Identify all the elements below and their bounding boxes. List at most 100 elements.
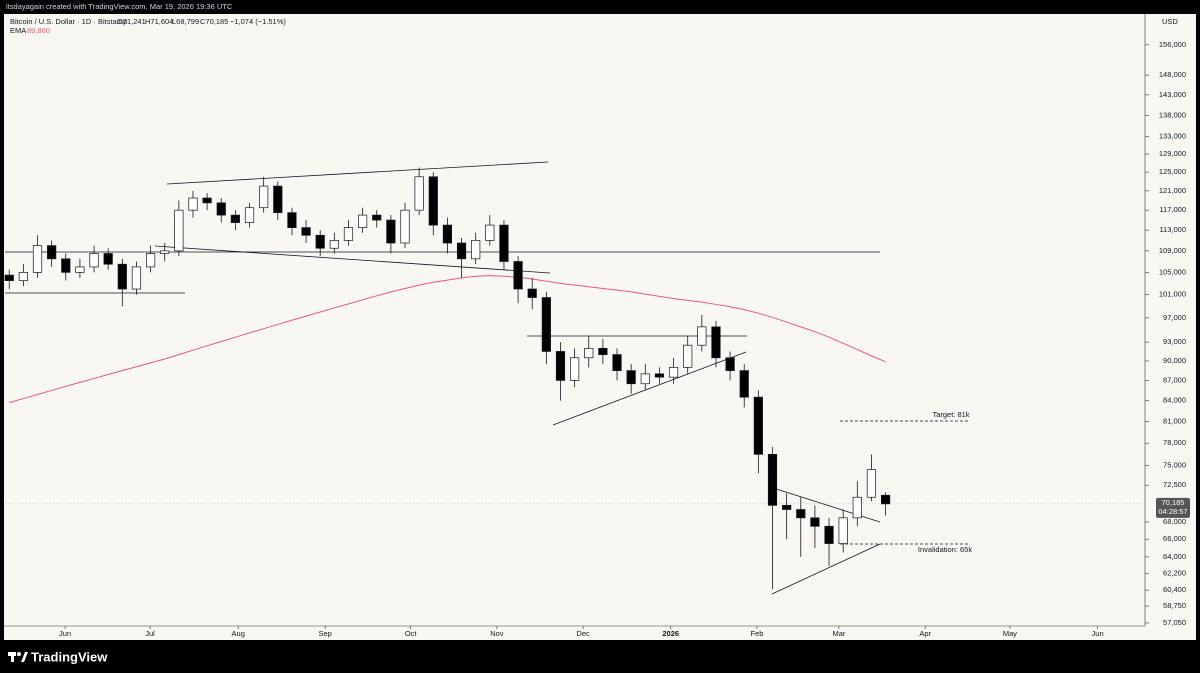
plot: 156,000 148,000 143,000 138,000 133,000 129,0… — [4, 40, 1190, 638]
y-tick-label: 93,000 — [1163, 337, 1186, 346]
candle-body — [739, 370, 749, 398]
y-tick-label: 57,050 — [1163, 618, 1186, 627]
ohlc-change: −1,074 (−1.51%) — [230, 17, 286, 26]
candle-body — [442, 224, 453, 244]
candle-body — [315, 234, 325, 249]
ema-name: EMA — [10, 26, 26, 35]
y-tick-label: 138,000 — [1159, 110, 1186, 119]
x-tick-label: May — [1003, 629, 1017, 638]
candle-body — [230, 214, 240, 223]
trend-line — [154, 245, 551, 274]
candle-body — [103, 253, 113, 265]
footer — [4, 640, 1196, 673]
y-tick-label: 60,400 — [1163, 585, 1186, 594]
candle-body — [174, 209, 184, 252]
candle-body — [145, 253, 156, 268]
x-tick-label: Nov — [490, 629, 504, 638]
y-tick-label: 81,000 — [1163, 416, 1186, 425]
candle-body — [32, 245, 43, 273]
x-tick-label: Apr — [919, 629, 931, 638]
y-tick-label: 58,750 — [1163, 601, 1186, 610]
candle-body — [117, 263, 127, 290]
candle-body — [838, 517, 848, 544]
candle-body — [287, 212, 297, 228]
y-tick-label: 90,000 — [1163, 356, 1186, 365]
y-tick-label: 109,000 — [1159, 246, 1186, 255]
brand-logo — [8, 652, 28, 662]
logo-part — [21, 652, 28, 662]
x-tick-label: Aug — [232, 629, 245, 638]
candle-body — [668, 367, 679, 378]
candle-body — [329, 240, 339, 249]
candle-body — [598, 347, 608, 355]
y-tick-label: 72,500 — [1163, 480, 1186, 489]
candle-body — [810, 517, 820, 527]
candle-body — [866, 469, 877, 498]
x-tick-label: Dec — [576, 629, 590, 638]
y-tick-label: 133,000 — [1159, 131, 1186, 140]
y-tick-label: 148,000 — [1159, 70, 1186, 79]
candle-body — [372, 214, 382, 221]
y-tick-label: 66,000 — [1163, 534, 1186, 543]
candle-body — [47, 245, 57, 260]
candle-body — [471, 240, 481, 260]
candle-body — [640, 373, 650, 385]
candle-body — [160, 250, 170, 254]
chart-area — [4, 14, 1196, 640]
candle-body — [753, 396, 763, 455]
ema-line — [9, 275, 886, 404]
candle-body — [428, 176, 438, 226]
x-tick-label: Jun — [59, 629, 71, 638]
x-tick-label: Jul — [145, 629, 155, 638]
logo-part — [17, 652, 21, 656]
candle-body — [612, 354, 622, 371]
candle-body — [358, 214, 368, 228]
candle-body — [89, 253, 99, 268]
y-tick-label: 129,000 — [1159, 149, 1186, 158]
candle-body — [626, 370, 636, 385]
y-tick-label: 64,000 — [1163, 552, 1186, 561]
logo-part — [11, 652, 14, 662]
candle-body — [131, 266, 142, 290]
candle-body — [259, 185, 269, 209]
brand: TradingView — [31, 649, 108, 664]
y-tick-label: 117,000 — [1159, 205, 1186, 214]
candle-body — [796, 509, 806, 519]
last-price-tag — [1156, 497, 1190, 518]
y-tick-label: 84,000 — [1163, 396, 1186, 405]
y-tick-label: 101,000 — [1159, 290, 1186, 299]
y-tick-label: 125,000 — [1159, 167, 1186, 176]
candle-body — [683, 344, 693, 368]
candle-body — [61, 258, 71, 273]
y-tick-label: 78,000 — [1163, 438, 1186, 447]
candle-body — [880, 494, 891, 505]
candle-body — [654, 373, 665, 378]
candle-body — [541, 297, 551, 352]
x-tick-label: Sep — [318, 629, 331, 638]
x-tick-label: 2026 — [662, 629, 679, 638]
candle-body — [767, 453, 778, 506]
candle-body — [273, 185, 283, 213]
ohlc-high: H71,604 — [145, 17, 173, 26]
candle-body — [343, 227, 354, 241]
ohlc-close: C70,185 — [200, 17, 228, 26]
y-tick-label: 156,000 — [1159, 40, 1186, 49]
trend-line — [771, 543, 881, 595]
candle-body — [244, 207, 255, 223]
last-price-label: 70,185 — [1162, 498, 1185, 507]
y-tick-label: 143,000 — [1159, 90, 1186, 99]
y-tick-label: 68,000 — [1163, 517, 1186, 526]
candle-body — [485, 224, 495, 241]
candle-body — [527, 288, 537, 298]
currency: USD — [1162, 17, 1178, 26]
countdown: 04:28:57 — [1158, 507, 1187, 516]
y-tick-label: 62,200 — [1163, 568, 1186, 577]
y-tick-label: 97,000 — [1163, 313, 1186, 322]
attribution: itsdayagain created with TradingView.com… — [6, 2, 233, 11]
x-tick-label: Feb — [750, 629, 763, 638]
x-tick-label: Jun — [1092, 629, 1104, 638]
ema-value: 89,860 — [27, 26, 50, 35]
ohlc-low: L68,799 — [172, 17, 199, 26]
